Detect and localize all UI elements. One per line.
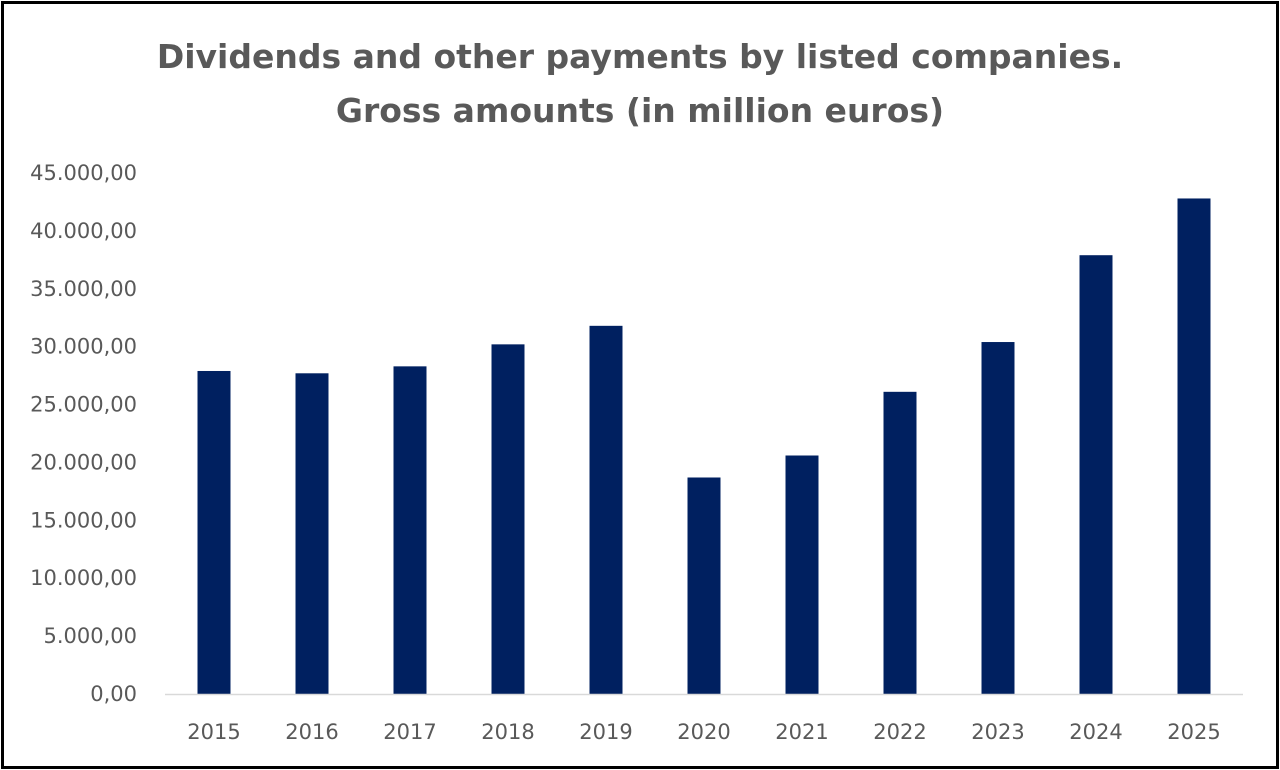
y-tick-label: 10.000,00 bbox=[30, 566, 137, 590]
bar-2017 bbox=[393, 366, 427, 694]
bar-2018 bbox=[491, 344, 525, 694]
x-tick-label: 2024 bbox=[1069, 720, 1122, 744]
bar-2021 bbox=[785, 455, 819, 694]
x-tick-label: 2021 bbox=[775, 720, 828, 744]
y-tick-label: 40.000,00 bbox=[30, 219, 137, 243]
chart-title-line-1: Dividends and other payments by listed c… bbox=[156, 37, 1124, 76]
x-tick-label: 2018 bbox=[481, 720, 534, 744]
y-tick-label: 20.000,00 bbox=[30, 450, 137, 474]
bar-2020 bbox=[687, 477, 721, 694]
bar-2023 bbox=[981, 342, 1015, 694]
bar-2015 bbox=[197, 370, 231, 694]
x-tick-label: 2015 bbox=[187, 720, 240, 744]
bar-2019 bbox=[589, 325, 623, 694]
x-tick-label: 2019 bbox=[579, 720, 632, 744]
y-tick-label: 25.000,00 bbox=[30, 393, 137, 417]
bars bbox=[197, 198, 1211, 695]
y-tick-label: 5.000,00 bbox=[43, 624, 137, 648]
bar-2016 bbox=[295, 373, 329, 694]
x-axis-labels: 2015 2016 2017 2018 2019 2020 2021 2022 2023 2024… bbox=[187, 720, 1220, 744]
x-tick-label: 2025 bbox=[1167, 720, 1220, 744]
x-tick-label: 2017 bbox=[383, 720, 436, 744]
x-tick-label: 2020 bbox=[677, 720, 730, 744]
x-tick-label: 2022 bbox=[873, 720, 926, 744]
bar-2025 bbox=[1177, 198, 1211, 694]
y-tick-label: 15.000,00 bbox=[30, 508, 137, 532]
x-tick-label: 2016 bbox=[285, 720, 338, 744]
y-tick-label: 45.000,00 bbox=[30, 161, 137, 185]
y-axis-labels: 0,00 5.000,00 10.000,00 15.000,00 20.000,00 2… bbox=[30, 161, 137, 706]
y-tick-label: 30.000,00 bbox=[30, 335, 137, 359]
bar-2024 bbox=[1079, 255, 1113, 695]
chart-title: Dividends and other payments by listed c… bbox=[0, 30, 1280, 138]
y-tick-label: 35.000,00 bbox=[30, 277, 137, 301]
y-tick-label: 0,00 bbox=[90, 682, 137, 706]
bar-2022 bbox=[883, 391, 917, 694]
chart-title-line-2: Gross amounts (in million euros) bbox=[335, 91, 945, 130]
x-tick-label: 2023 bbox=[971, 720, 1024, 744]
